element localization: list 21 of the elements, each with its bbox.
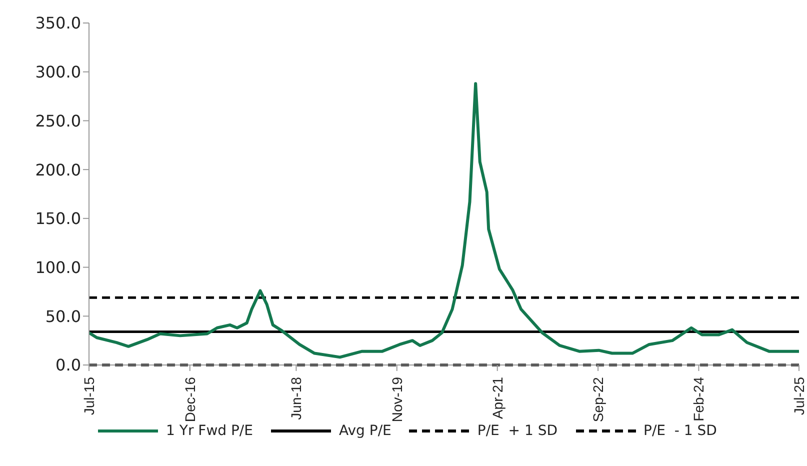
x-tick-label: Nov-19 bbox=[388, 376, 405, 422]
x-tick-label: Apr-21 bbox=[489, 376, 506, 420]
x-tick-label: Sep-22 bbox=[590, 376, 606, 422]
y-tick-label: 150.0 bbox=[35, 209, 81, 228]
y-tick-label: 300.0 bbox=[35, 62, 81, 82]
x-tick-label: Jul-25 bbox=[791, 376, 807, 416]
y-tick-label: 350.0 bbox=[35, 14, 81, 33]
y-tick-label: 0.0 bbox=[56, 356, 81, 375]
y-tick-label: 250.0 bbox=[35, 111, 81, 130]
legend-label: 1 Yr Fwd P/E bbox=[166, 423, 253, 439]
y-tick-label: 100.0 bbox=[35, 258, 81, 277]
x-tick-label: Jul-15 bbox=[81, 376, 97, 416]
legend-label: P/E + 1 SD bbox=[477, 423, 558, 439]
line-series bbox=[89, 82, 799, 359]
legend-label: P/E - 1 SD bbox=[644, 423, 717, 439]
x-tick-label: Feb-24 bbox=[690, 376, 707, 422]
y-tick-label: 50.0 bbox=[45, 306, 81, 326]
x-tick-label: Dec-16 bbox=[182, 376, 198, 422]
x-tick-label: Jun-18 bbox=[288, 376, 304, 420]
legend-label: Avg P/E bbox=[339, 423, 392, 439]
y-tick-label: 200.0 bbox=[35, 160, 81, 180]
